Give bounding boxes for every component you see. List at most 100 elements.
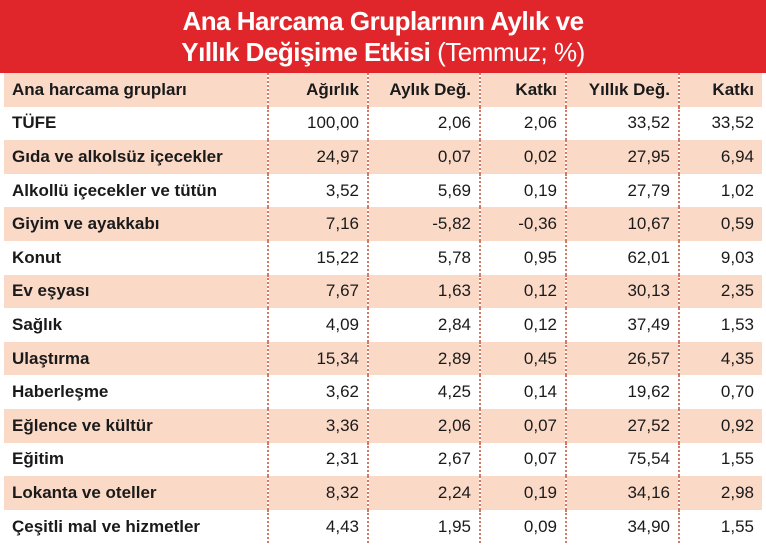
table-cell: 27,79 [565, 173, 679, 208]
table-cell: 2,06 [479, 106, 566, 141]
table-cell: 27,95 [565, 140, 679, 174]
table-cell: 0,45 [479, 341, 566, 376]
row-label: Eğlence ve kültür [4, 408, 268, 443]
table-cell: 62,01 [565, 240, 679, 275]
table-cell: 2,89 [367, 341, 480, 376]
table-cell: 0,07 [479, 408, 566, 443]
table-row: Haberleşme 3,62 4,25 0,14 19,62 0,70 [4, 375, 762, 409]
row-label: Alkollü içecekler ve tütün [4, 173, 268, 208]
row-label: Konut [4, 240, 268, 275]
table-cell: 8,32 [267, 476, 368, 510]
table-cell: 75,54 [565, 442, 679, 477]
table-cell: 4,43 [267, 509, 368, 544]
chart-subtitle: (Temmuz; %) [430, 37, 585, 67]
row-label: Giyim ve ayakkabı [4, 207, 268, 241]
table-cell: 0,12 [479, 274, 566, 309]
table-cell: 6,94 [678, 140, 762, 174]
table-row: Alkollü içecekler ve tütün 3,52 5,69 0,19 27… [4, 173, 762, 208]
table-cell: -0,36 [479, 207, 566, 241]
row-label: Sağlık [4, 308, 268, 342]
table-body: TÜFE 100,00 2,06 2,06 33,52 33,52 Gıda ve alko… [4, 106, 762, 544]
table-row: Ulaştırma 15,34 2,89 0,45 26,57 4,35 [4, 341, 762, 376]
table-cell: 0,95 [479, 240, 566, 275]
table-cell: 2,35 [678, 274, 762, 309]
table-cell: 1,95 [367, 509, 480, 544]
table-cell: 2,67 [367, 442, 480, 477]
table-cell: 1,53 [678, 308, 762, 342]
column-header: Yıllık Değ. [565, 73, 679, 107]
table-row: Eğitim 2,31 2,67 0,07 75,54 1,55 [4, 442, 762, 477]
table-cell: 1,55 [678, 509, 762, 544]
table-cell: 3,36 [267, 408, 368, 443]
table-cell: 0,07 [479, 442, 566, 477]
table-cell: 15,34 [267, 341, 368, 376]
table-cell: 1,63 [367, 274, 480, 309]
table-cell: 0,92 [678, 408, 762, 443]
table-cell: 33,52 [565, 106, 679, 141]
table-cell: 4,09 [267, 308, 368, 342]
table-cell: 3,52 [267, 173, 368, 208]
table-cell: 27,52 [565, 408, 679, 443]
table-cell: 0,19 [479, 476, 566, 510]
table-cell: 1,55 [678, 442, 762, 477]
table-row: Sağlık 4,09 2,84 0,12 37,49 1,53 [4, 308, 762, 342]
table-cell: 100,00 [267, 106, 368, 141]
chart-title-bold: Yıllık Değişime Etkisi [181, 37, 431, 67]
table-cell: 24,97 [267, 140, 368, 174]
table-cell: 7,67 [267, 274, 368, 309]
table-cell: 2,31 [267, 442, 368, 477]
row-label: Ev eşyası [4, 274, 268, 309]
column-header: Ağırlık [267, 73, 368, 107]
table-cell: 0,09 [479, 509, 566, 544]
row-label: Çeşitli mal ve hizmetler [4, 509, 268, 544]
table-cell: 0,14 [479, 375, 566, 409]
table-row: Lokanta ve oteller 8,32 2,24 0,19 34,16 2,98 [4, 476, 762, 510]
table-cell: 0,59 [678, 207, 762, 241]
table-cell: 4,25 [367, 375, 480, 409]
table-cell: 2,98 [678, 476, 762, 510]
table-row: Ev eşyası 7,67 1,63 0,12 30,13 2,35 [4, 274, 762, 309]
chart-title-line1: Ana Harcama Gruplarının Aylık ve [182, 6, 584, 36]
table-cell: 10,67 [565, 207, 679, 241]
table-row: Konut 15,22 5,78 0,95 62,01 9,03 [4, 240, 762, 275]
table-cell: 0,19 [479, 173, 566, 208]
table-cell: 3,62 [267, 375, 368, 409]
table-cell: 15,22 [267, 240, 368, 275]
row-label: TÜFE [4, 106, 268, 141]
table-cell: 0,12 [479, 308, 566, 342]
header-row: Ana harcama grupları Ağırlık Aylık Değ. … [4, 73, 762, 107]
row-label: Lokanta ve oteller [4, 476, 268, 510]
table-row: Çeşitli mal ve hizmetler 4,43 1,95 0,09 34,9… [4, 509, 762, 544]
row-label: Gıda ve alkolsüz içecekler [4, 140, 268, 174]
table-cell: 34,90 [565, 509, 679, 544]
table-row: Gıda ve alkolsüz içecekler 24,97 0,07 0,02 2… [4, 140, 762, 174]
table-row: Eğlence ve kültür 3,36 2,06 0,07 27,52 0,92 [4, 408, 762, 443]
table-row: TÜFE 100,00 2,06 2,06 33,52 33,52 [4, 106, 762, 141]
row-label: Ulaştırma [4, 341, 268, 376]
column-header: Katkı [479, 73, 566, 107]
column-header: Ana harcama grupları [4, 73, 268, 107]
table-cell: 0,07 [367, 140, 480, 174]
row-label: Eğitim [4, 442, 268, 477]
table-cell: 34,16 [565, 476, 679, 510]
table-row: Giyim ve ayakkabı 7,16 -5,82 -0,36 10,67 0,59 [4, 207, 762, 241]
table-cell: 0,02 [479, 140, 566, 174]
title-band: Ana Harcama Gruplarının Aylık ve Yıllık … [0, 0, 766, 73]
table-cell: -5,82 [367, 207, 480, 241]
table-cell: 9,03 [678, 240, 762, 275]
column-header: Aylık Değ. [367, 73, 480, 107]
chart-title-line2: Yıllık Değişime Etkisi (Temmuz; %) [0, 37, 766, 68]
table-cell: 1,02 [678, 173, 762, 208]
table-cell: 2,06 [367, 408, 480, 443]
table-cell: 2,06 [367, 106, 480, 141]
table-cell: 33,52 [678, 106, 762, 141]
table-cell: 30,13 [565, 274, 679, 309]
table-cell: 37,49 [565, 308, 679, 342]
table-cell: 5,69 [367, 173, 480, 208]
table-cell: 2,24 [367, 476, 480, 510]
table-cell: 4,35 [678, 341, 762, 376]
table-cell: 2,84 [367, 308, 480, 342]
table-cell: 5,78 [367, 240, 480, 275]
table-cell: 7,16 [267, 207, 368, 241]
